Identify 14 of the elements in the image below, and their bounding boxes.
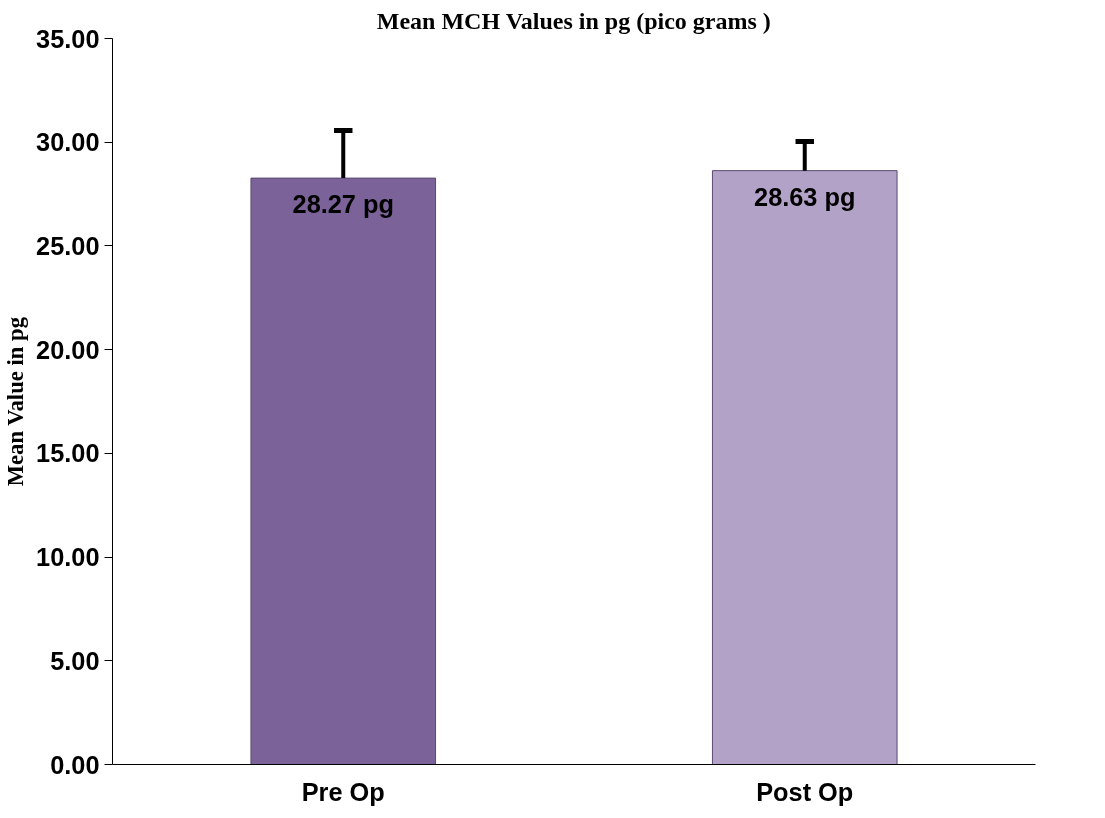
y-axis-title: Mean Value in pg	[3, 316, 29, 487]
y-tick-label: 5.00	[50, 646, 100, 675]
y-tick-label: 30.00	[36, 128, 100, 157]
x-tick-label: Post Op	[756, 777, 854, 806]
y-tick-label: 35.00	[36, 24, 100, 53]
data-label: 28.27 pg	[292, 190, 394, 219]
y-tick-label: 15.00	[36, 439, 100, 468]
y-tick-label: 20.00	[36, 335, 100, 364]
data-label: 28.63 pg	[754, 182, 856, 211]
y-tick-label: 10.00	[36, 543, 100, 572]
y-tick-label: 0.00	[50, 750, 100, 779]
x-tick-label: Pre Op	[301, 777, 385, 806]
chart-title: Mean MCH Values in pg (pico grams )	[376, 7, 771, 34]
y-tick-label: 25.00	[36, 231, 100, 260]
